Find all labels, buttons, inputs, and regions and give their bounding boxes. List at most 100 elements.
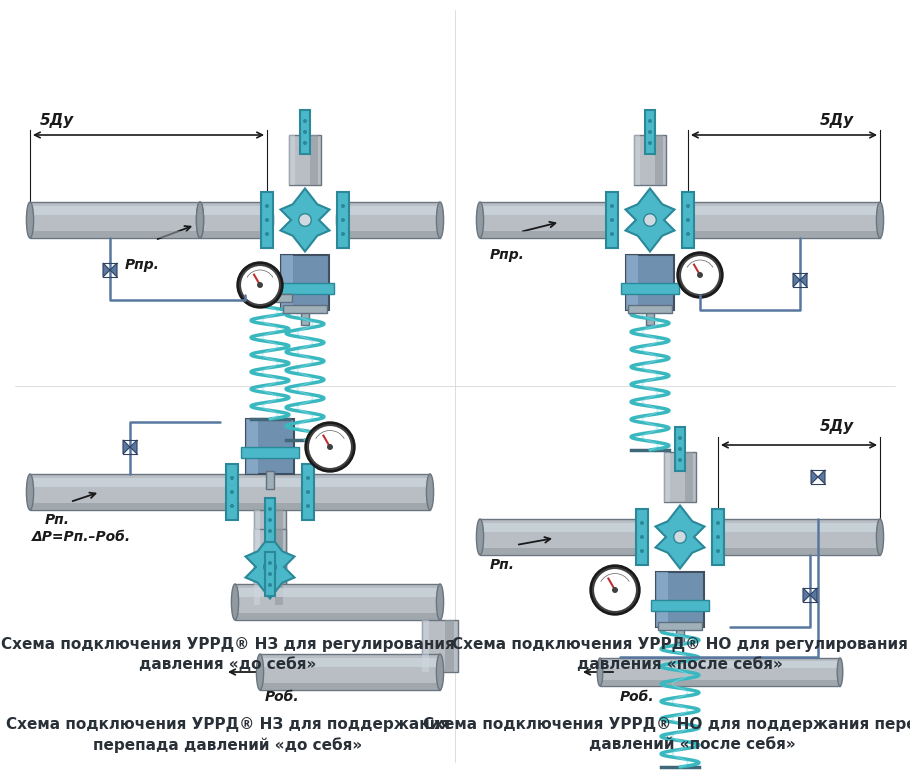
Circle shape [673, 530, 686, 543]
Bar [300, 110, 310, 154]
Ellipse shape [197, 202, 204, 238]
Bar [275, 510, 283, 605]
Bar [688, 205, 880, 215]
Circle shape [303, 130, 307, 134]
Text: давления «после себя»: давления «после себя» [577, 657, 783, 672]
Bar [712, 509, 724, 565]
Bar [30, 231, 200, 238]
Circle shape [298, 214, 311, 226]
Bar [30, 205, 200, 215]
Circle shape [610, 218, 614, 222]
Bar [480, 202, 612, 238]
Ellipse shape [714, 519, 722, 555]
Circle shape [716, 521, 720, 525]
Bar [685, 452, 693, 502]
Bar [682, 192, 694, 248]
Bar [646, 307, 654, 325]
Circle shape [341, 232, 345, 236]
Bar [340, 231, 440, 238]
Circle shape [640, 549, 644, 553]
Bar [30, 503, 430, 510]
Circle shape [686, 204, 690, 208]
Bar [289, 135, 296, 185]
Bar [265, 498, 275, 542]
Circle shape [327, 444, 333, 450]
Circle shape [306, 490, 310, 494]
Bar [260, 654, 440, 690]
Circle shape [303, 119, 307, 123]
Circle shape [306, 504, 310, 508]
Bar [480, 205, 612, 215]
Circle shape [610, 232, 614, 236]
Bar [275, 529, 283, 584]
Bar [480, 548, 642, 555]
Text: давления «до себя»: давления «до себя» [139, 657, 317, 672]
Bar [445, 620, 454, 672]
Bar [718, 519, 880, 555]
Text: 5Ду: 5Ду [820, 419, 854, 435]
Circle shape [268, 561, 272, 565]
Bar [675, 427, 685, 471]
Bar [480, 523, 642, 532]
Bar [651, 600, 709, 611]
Bar [248, 294, 292, 302]
Circle shape [610, 204, 614, 208]
Circle shape [268, 529, 272, 533]
Bar [688, 231, 880, 238]
Polygon shape [110, 263, 117, 277]
Circle shape [640, 535, 644, 539]
Text: Роб.: Роб. [265, 690, 299, 704]
Text: Рпр.: Рпр. [490, 248, 525, 262]
Polygon shape [123, 440, 130, 454]
Bar [422, 620, 458, 672]
Bar [235, 584, 440, 620]
Bar [260, 658, 440, 666]
Circle shape [593, 568, 637, 612]
Bar [600, 661, 840, 668]
Bar [265, 552, 275, 596]
Circle shape [716, 549, 720, 553]
Ellipse shape [477, 202, 483, 238]
Ellipse shape [437, 654, 443, 690]
Circle shape [268, 583, 272, 587]
Circle shape [643, 214, 656, 226]
Bar [246, 419, 258, 474]
Bar [200, 205, 270, 215]
Ellipse shape [437, 584, 443, 620]
Circle shape [308, 425, 352, 469]
Polygon shape [803, 588, 810, 602]
Ellipse shape [257, 654, 264, 690]
Circle shape [678, 458, 682, 462]
Circle shape [237, 262, 283, 308]
Bar [621, 283, 679, 293]
Bar [480, 519, 642, 555]
Bar [664, 452, 696, 502]
Circle shape [680, 255, 720, 295]
Circle shape [648, 141, 652, 145]
Bar [261, 192, 273, 248]
Ellipse shape [876, 519, 884, 555]
Polygon shape [130, 440, 137, 454]
Text: Схема подключения УРРД® НО для поддержания перепада: Схема подключения УРРД® НО для поддержан… [423, 717, 910, 732]
Circle shape [268, 507, 272, 511]
Bar [656, 572, 704, 627]
Ellipse shape [267, 202, 274, 238]
Bar [676, 624, 684, 642]
Bar [235, 613, 440, 620]
Bar [422, 620, 430, 672]
Circle shape [341, 218, 345, 222]
Polygon shape [655, 506, 704, 568]
Bar [301, 307, 309, 325]
Bar [337, 192, 349, 248]
Circle shape [590, 565, 640, 615]
Bar [340, 205, 440, 215]
Bar [718, 523, 880, 532]
Bar [636, 509, 648, 565]
Polygon shape [625, 188, 674, 252]
Text: 5Ду: 5Ду [820, 113, 854, 127]
Bar [260, 682, 440, 690]
Bar [30, 202, 200, 238]
Bar [309, 135, 318, 185]
Bar [254, 510, 286, 605]
Bar [340, 202, 440, 238]
